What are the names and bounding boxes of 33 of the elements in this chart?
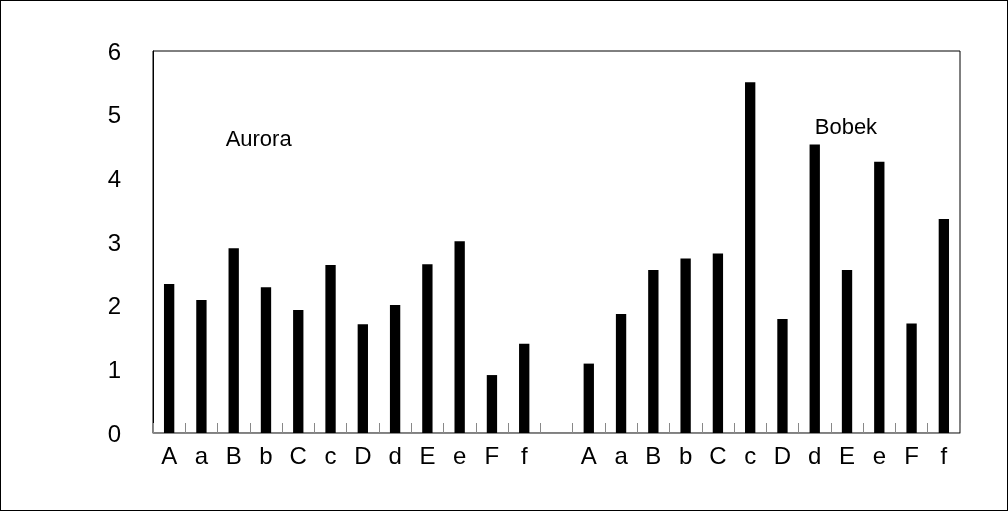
y-tick-label: 3 <box>107 228 121 256</box>
x-tick-label: C <box>289 441 307 469</box>
x-tick-label: a <box>194 441 209 469</box>
x-tick-label: a <box>614 441 629 469</box>
x-tick-label: A <box>580 441 597 469</box>
y-tick-label: 6 <box>107 37 121 65</box>
annotation: Aurora <box>225 125 293 151</box>
x-tick-label: d <box>388 441 402 469</box>
x-tick-label: b <box>259 441 273 469</box>
x-tick-label: d <box>808 441 822 469</box>
x-tick-label: b <box>678 441 693 469</box>
y-tick-label: 1 <box>107 355 121 383</box>
x-tick-label: f <box>940 441 948 469</box>
y-tick-label: 2 <box>107 292 121 320</box>
x-tick-label: A <box>161 441 178 469</box>
x-tick-label: c <box>744 441 757 469</box>
x-tick-label: f <box>520 441 528 469</box>
x-tick-label: D <box>354 441 372 469</box>
x-tick-label: B <box>645 441 662 469</box>
y-tick-label: 0 <box>107 419 121 447</box>
x-tick-label: F <box>904 441 919 469</box>
x-tick-label: B <box>225 441 242 469</box>
x-tick-label: c <box>324 441 337 469</box>
x-tick-label: F <box>484 441 500 469</box>
x-tick-label: E <box>419 441 436 469</box>
x-tick-label: E <box>839 441 856 469</box>
x-tick-label: D <box>773 441 792 469</box>
annotation: Bobek <box>814 114 879 140</box>
x-tick-label: e <box>872 441 886 469</box>
y-tick-label: 4 <box>107 164 121 192</box>
x-tick-label: e <box>452 441 467 469</box>
x-tick-label: C <box>709 441 727 469</box>
y-tick-label: 5 <box>107 101 121 129</box>
